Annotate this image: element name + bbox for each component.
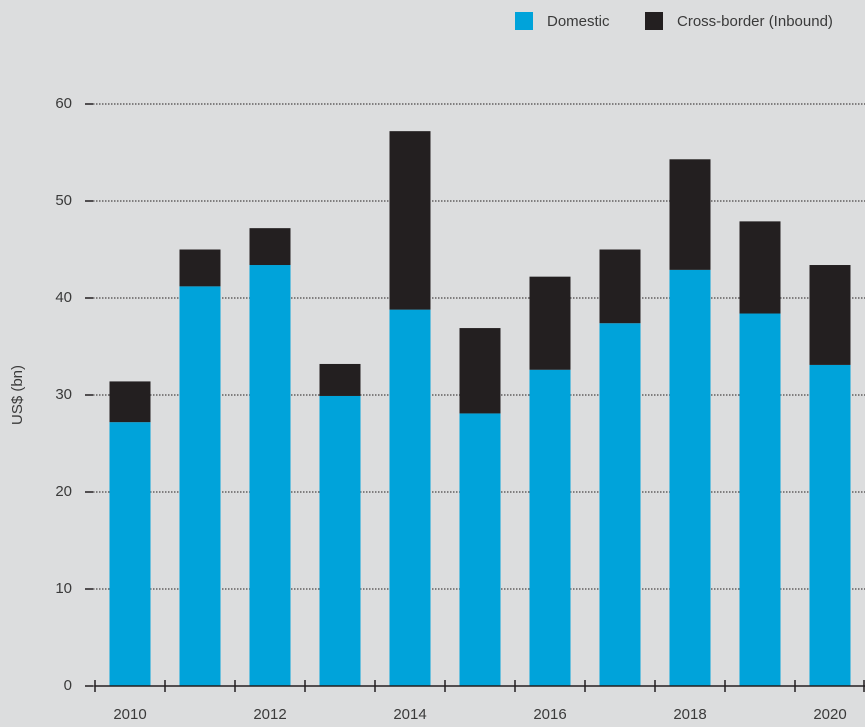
y-tick-label: 0 <box>64 677 72 694</box>
bar-segment <box>459 328 501 414</box>
bar-segment <box>529 276 571 370</box>
legend-swatch <box>645 12 663 30</box>
x-tick-label: 2014 <box>393 706 426 723</box>
y-axis-title: US$ (bn) <box>9 365 26 425</box>
y-tick-label: 20 <box>55 483 72 500</box>
bar-segment <box>529 369 571 686</box>
y-tick-label: 60 <box>55 95 72 112</box>
y-tick-label: 50 <box>55 192 72 209</box>
bar-segment <box>319 363 361 396</box>
bar-segment <box>179 249 221 287</box>
bar-segment <box>389 309 431 686</box>
x-tick-label: 2016 <box>533 706 566 723</box>
bar-segment <box>809 364 851 686</box>
legend-label: Domestic <box>547 13 610 30</box>
bar-segment <box>809 265 851 365</box>
bar-segment <box>459 413 501 686</box>
bar-segment <box>249 228 291 266</box>
bar-segment <box>669 159 711 270</box>
x-tick-label: 2012 <box>253 706 286 723</box>
bar-segment <box>249 265 291 686</box>
legend-label: Cross-border (Inbound) <box>677 13 833 30</box>
bar-segment <box>669 269 711 686</box>
bar-segment <box>109 381 151 423</box>
bar-segment <box>319 395 361 686</box>
bar-segment <box>599 249 641 324</box>
x-tick-label: 2010 <box>113 706 146 723</box>
bar-segment <box>109 422 151 686</box>
bar-segment <box>599 323 641 686</box>
y-tick-label: 10 <box>55 580 72 597</box>
y-tick-label: 40 <box>55 289 72 306</box>
x-tick-label: 2018 <box>673 706 706 723</box>
bar-segment <box>739 221 781 314</box>
legend-swatch <box>515 12 533 30</box>
bar-segment <box>179 286 221 686</box>
x-tick-label: 2020 <box>813 706 846 723</box>
bar-segment <box>739 313 781 686</box>
bar-segment <box>389 131 431 310</box>
y-tick-label: 30 <box>55 386 72 403</box>
